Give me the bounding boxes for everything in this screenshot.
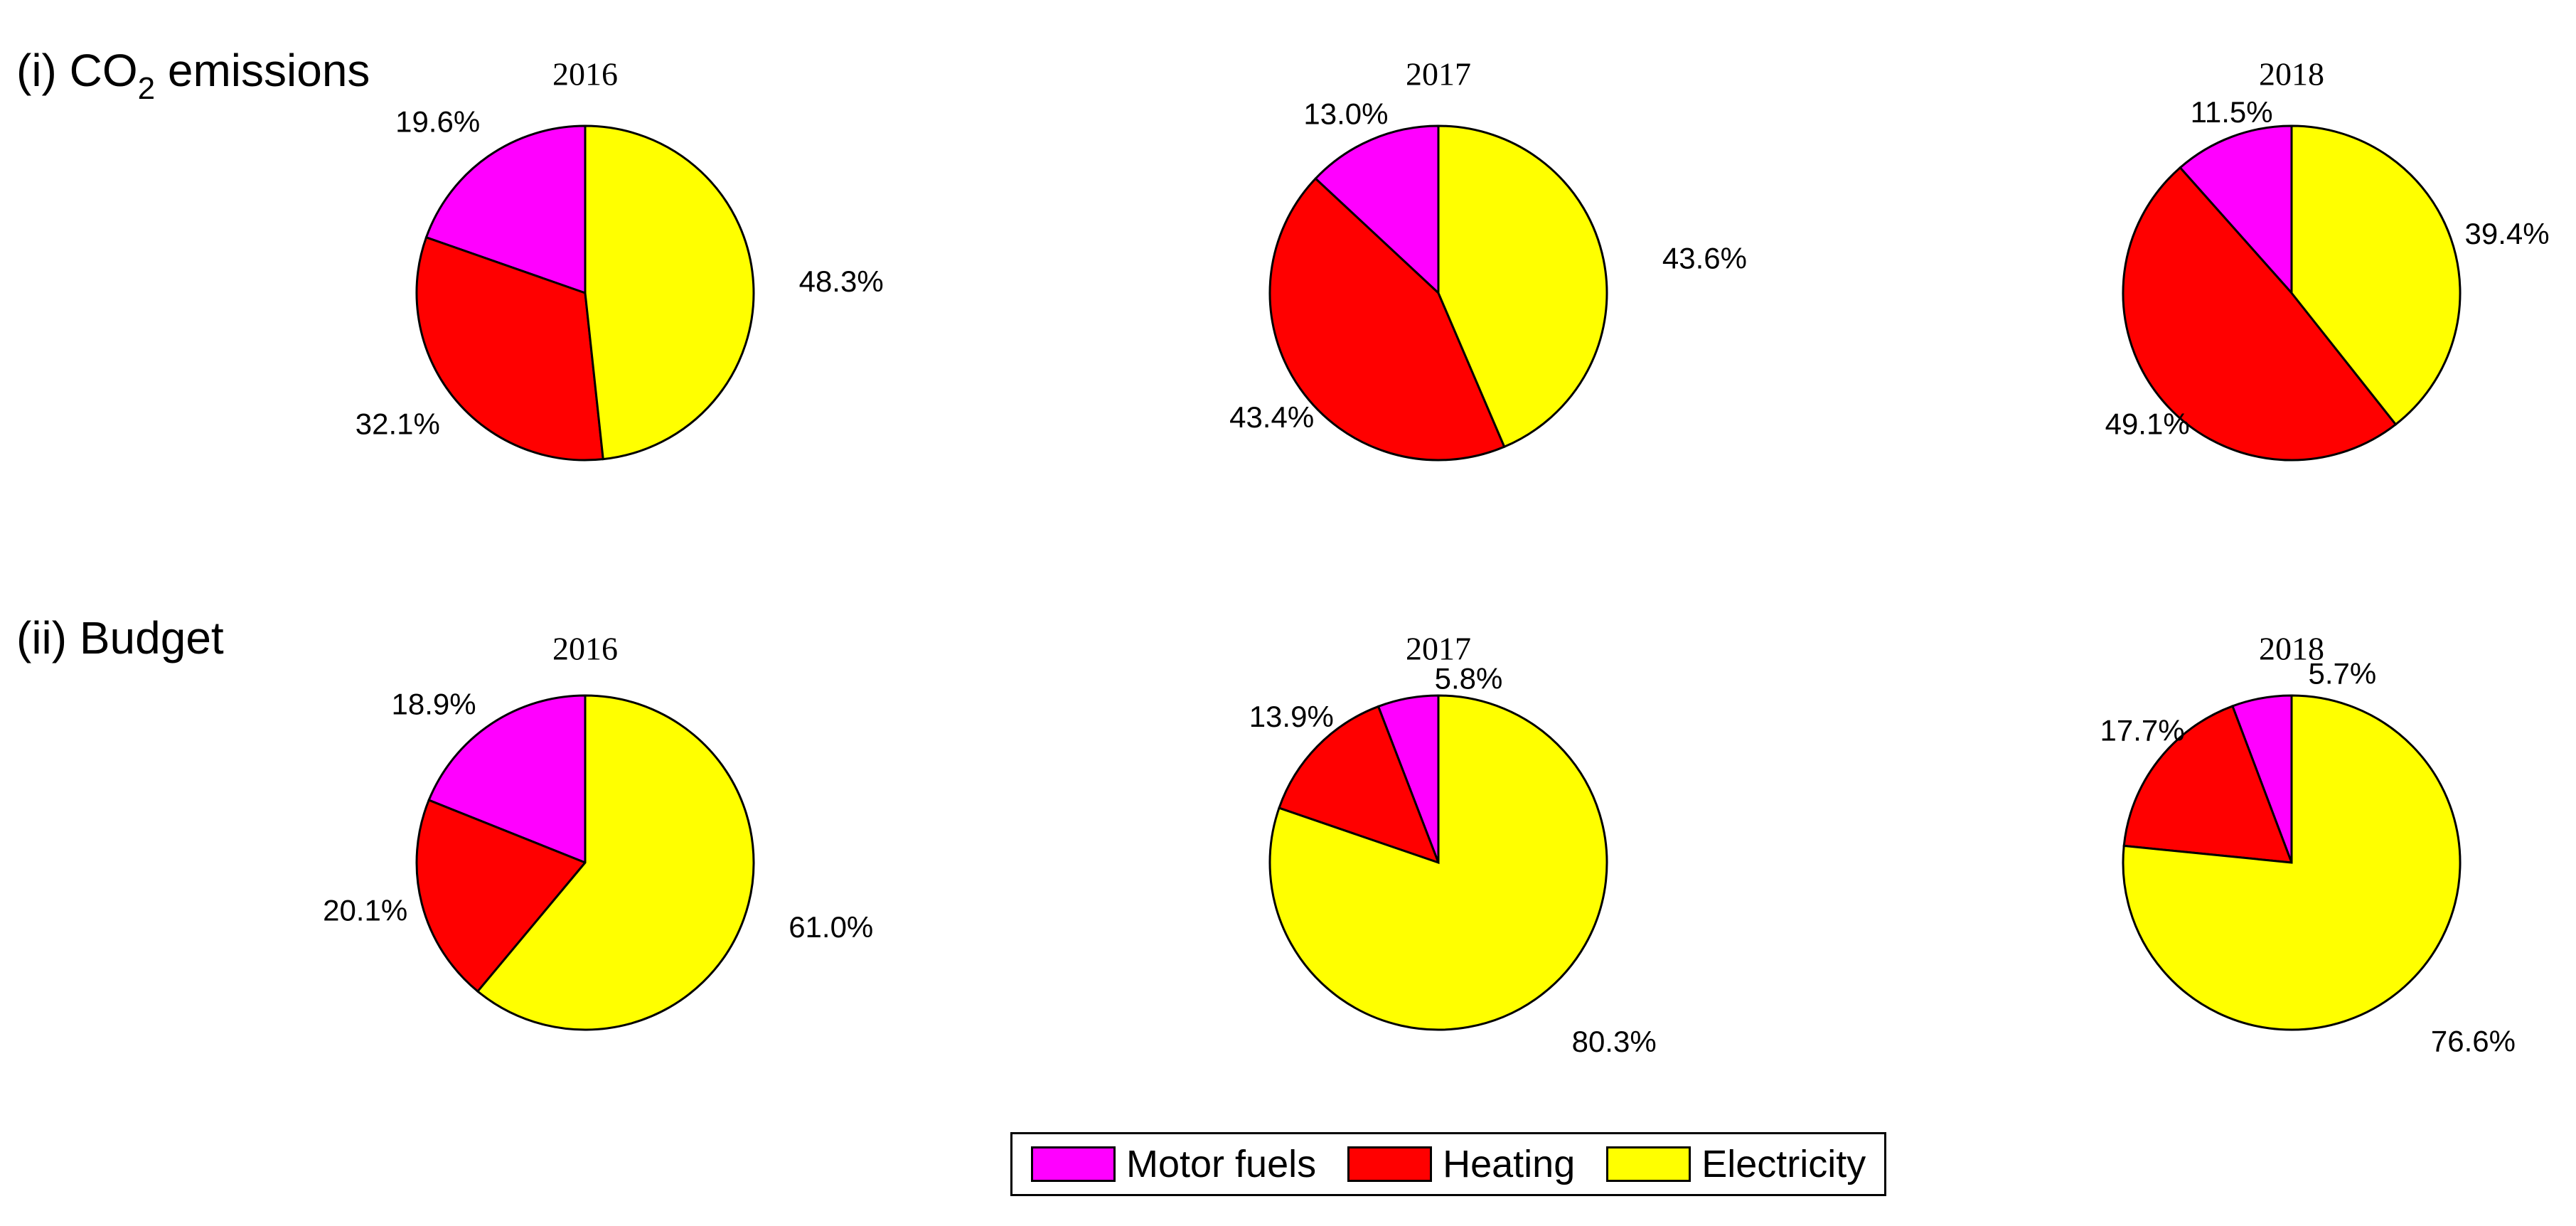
electricity-swatch-icon [1606,1146,1691,1182]
panel-title-budget: (ii) Budget [16,612,224,663]
pie-budget-2017-label-electricity: 80.3% [1572,1025,1657,1058]
pie-budget-2018-slice-heating [2122,704,2294,864]
pie-co2-2016-slice-electricity [584,124,755,461]
pie-budget-2016-slice-electricity [476,694,755,1031]
pie-budget-2018-label-heating: 17.7% [2100,713,2185,747]
pie-co2-2018-label-heating: 49.1% [2105,407,2190,441]
pie-budget-2017-label-motor-fuels: 5.8% [1435,662,1503,695]
pie-co2-2016-slice-heating [415,235,604,462]
pie-co2-2017-slice-electricity [1437,124,1608,449]
pie-co2-2018-year-title: 2018 [2259,56,2324,92]
pie-co2-2017-slice-motor-fuels [1314,124,1440,296]
pie-co2-2018-label-electricity: 39.4% [2465,217,2550,250]
pie-budget-2016-slice-motor-fuels [427,694,587,865]
legend: Motor fuels Heating Electricity [1010,1132,1887,1196]
motor-fuels-swatch-icon [1031,1146,1116,1182]
pie-co2-2016-year-title: 2016 [552,56,618,92]
panel-title-co2-subscript: 2 [137,71,156,106]
pie-co2-2017-year-title: 2017 [1406,56,1471,92]
heating-swatch-icon [1347,1146,1433,1182]
pie-budget-2016-label-electricity: 61.0% [789,910,873,944]
pie-budget-2016-year-title: 2016 [552,631,618,667]
pie-budget-2018-slice-electricity [2122,694,2462,1031]
pie-co2-2017-label-motor-fuels: 13.0% [1303,97,1388,131]
pie-co2-2017-label-heating: 43.4% [1229,400,1314,434]
legend-label-heating: Heating [1443,1143,1576,1185]
pie-budget-2016-slice-heating [415,799,587,993]
pie-co2-2016-label-electricity: 48.3% [799,265,884,298]
legend-item-electricity: Electricity [1606,1145,1866,1183]
panel-title-co2-emissions: (i) CO2 emissions [16,46,370,106]
legend-item-motor-fuels: Motor fuels [1031,1145,1316,1183]
legend-item-heating: Heating [1347,1145,1575,1183]
pie-budget-2018-year-title: 2018 [2259,631,2324,667]
panel-title-co2-suffix: emissions [155,45,370,96]
pie-co2-2018-label-motor-fuels: 11.5% [2191,95,2273,129]
pie-co2-2018-slice-heating [2122,166,2398,462]
pie-co2-2017-label-electricity: 43.6% [1662,242,1747,275]
pie-budget-2017-year-title: 2017 [1406,631,1471,667]
pie-budget-2017-label-heating: 13.9% [1249,700,1334,733]
pie-budget-2017-slice-electricity [1268,694,1608,1031]
pie-co2-2018-slice-electricity [2290,124,2462,426]
legend-label-electricity: Electricity [1701,1143,1866,1185]
pie-co2-2016-label-motor-fuels: 19.6% [395,105,480,139]
panel-title-co2-prefix: (i) CO [16,45,138,96]
legend-label-motor-fuels: Motor fuels [1126,1143,1317,1185]
pie-budget-2016-label-motor-fuels: 18.9% [392,688,476,721]
pie-budget-2018-label-motor-fuels: 5.7% [2309,656,2377,690]
pie-co2-2018-slice-motor-fuels [2179,124,2293,296]
pie-budget-2017-slice-heating [1278,705,1441,865]
pie-co2-2016-label-heating: 32.1% [356,407,440,441]
pie-budget-2018-label-electricity: 76.6% [2431,1025,2516,1058]
pie-budget-2016-label-heating: 20.1% [323,893,407,927]
pie-co2-2017-slice-heating [1268,177,1506,462]
